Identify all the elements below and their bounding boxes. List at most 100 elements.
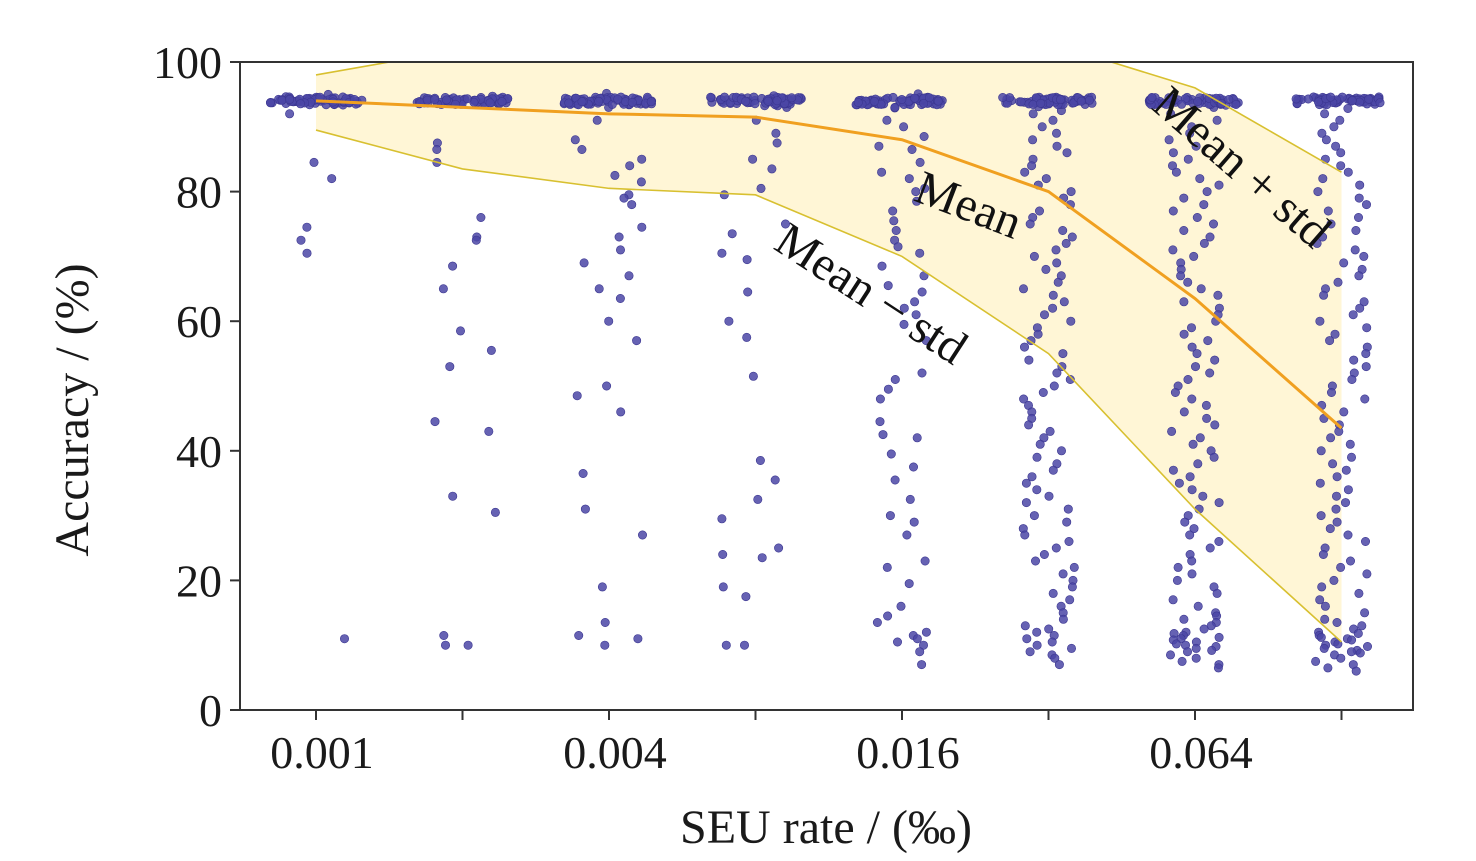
data-point [1032,640,1042,650]
data-point [1214,180,1224,190]
data-point [912,433,922,443]
data-point [1360,608,1370,618]
data-point [1024,355,1034,365]
data-point [580,504,590,514]
data-point [1029,511,1039,521]
data-point [727,229,737,239]
data-point [1054,660,1064,670]
data-point [1048,588,1058,598]
data-point [717,248,727,258]
data-point [1191,643,1201,653]
data-point [1188,439,1198,449]
data-point [1179,329,1189,339]
data-point [1048,303,1058,313]
data-point [748,371,758,381]
data-point [438,284,448,294]
data-point [1025,647,1035,657]
data-point [1147,93,1157,103]
data-point [1320,109,1330,119]
data-point [1171,167,1181,177]
data-point [1357,621,1367,631]
data-point [1185,530,1195,540]
data-point [998,93,1008,103]
data-point [763,96,773,106]
data-point [875,417,885,427]
data-point [1316,511,1326,521]
data-point [1317,582,1327,592]
data-point [1343,485,1353,495]
data-point [1177,99,1187,109]
data-point [1193,459,1203,469]
data-point [600,617,610,627]
data-point [1332,491,1342,501]
data-point [448,491,458,501]
data-point [908,462,918,472]
data-point [719,92,729,102]
data-point [772,96,782,106]
data-point [1332,517,1342,527]
data-point [1213,663,1223,673]
data-point [890,102,900,112]
data-point [1333,277,1343,287]
data-point [1168,465,1178,475]
data-point [1180,517,1190,527]
data-point [1032,452,1042,462]
data-point [1035,206,1045,216]
data-point [899,122,909,132]
data-point [1048,465,1058,475]
data-point [615,293,625,303]
data-point [485,98,495,108]
data-point [920,183,930,193]
data-point [619,193,629,203]
data-point [463,640,473,650]
data-point [1048,115,1058,125]
data-point [1202,413,1212,423]
data-point [1191,653,1201,663]
data-point [1321,135,1331,145]
data-point [637,154,647,164]
data-point [441,95,451,105]
data-point [1355,303,1365,313]
data-point [1187,556,1197,566]
data-point [616,407,626,417]
data-point [486,345,496,355]
data-point [1020,621,1030,631]
data-point [570,135,580,145]
data-point [1346,556,1356,566]
data-point [1335,115,1345,125]
data-point [1196,284,1206,294]
data-point [911,187,921,197]
data-point [1192,213,1202,223]
data-point [1213,290,1223,300]
data-point [915,248,925,258]
data-point [1201,400,1211,410]
data-point [1209,219,1219,229]
data-point [1045,426,1055,436]
data-point [1066,187,1076,197]
data-point [1069,562,1079,572]
data-point [1049,381,1059,391]
data-point [1329,575,1339,585]
std-band-layer [316,62,1342,642]
data-point [1353,628,1363,638]
data-point [572,391,582,401]
data-point [1203,336,1213,346]
data-point [1067,582,1077,592]
data-point [1326,92,1336,102]
data-point [875,394,885,404]
data-point [1058,349,1068,359]
data-point [1059,297,1069,307]
data-point [1318,174,1328,184]
data-point [741,592,751,602]
data-point [888,206,898,216]
data-point [1328,459,1338,469]
data-point [1212,588,1222,598]
data-point [755,455,765,465]
data-point [753,494,763,504]
data-point [1170,387,1180,397]
data-point [1187,569,1197,579]
data-point [1336,148,1346,158]
data-point [1191,362,1201,372]
data-point [1193,97,1203,107]
